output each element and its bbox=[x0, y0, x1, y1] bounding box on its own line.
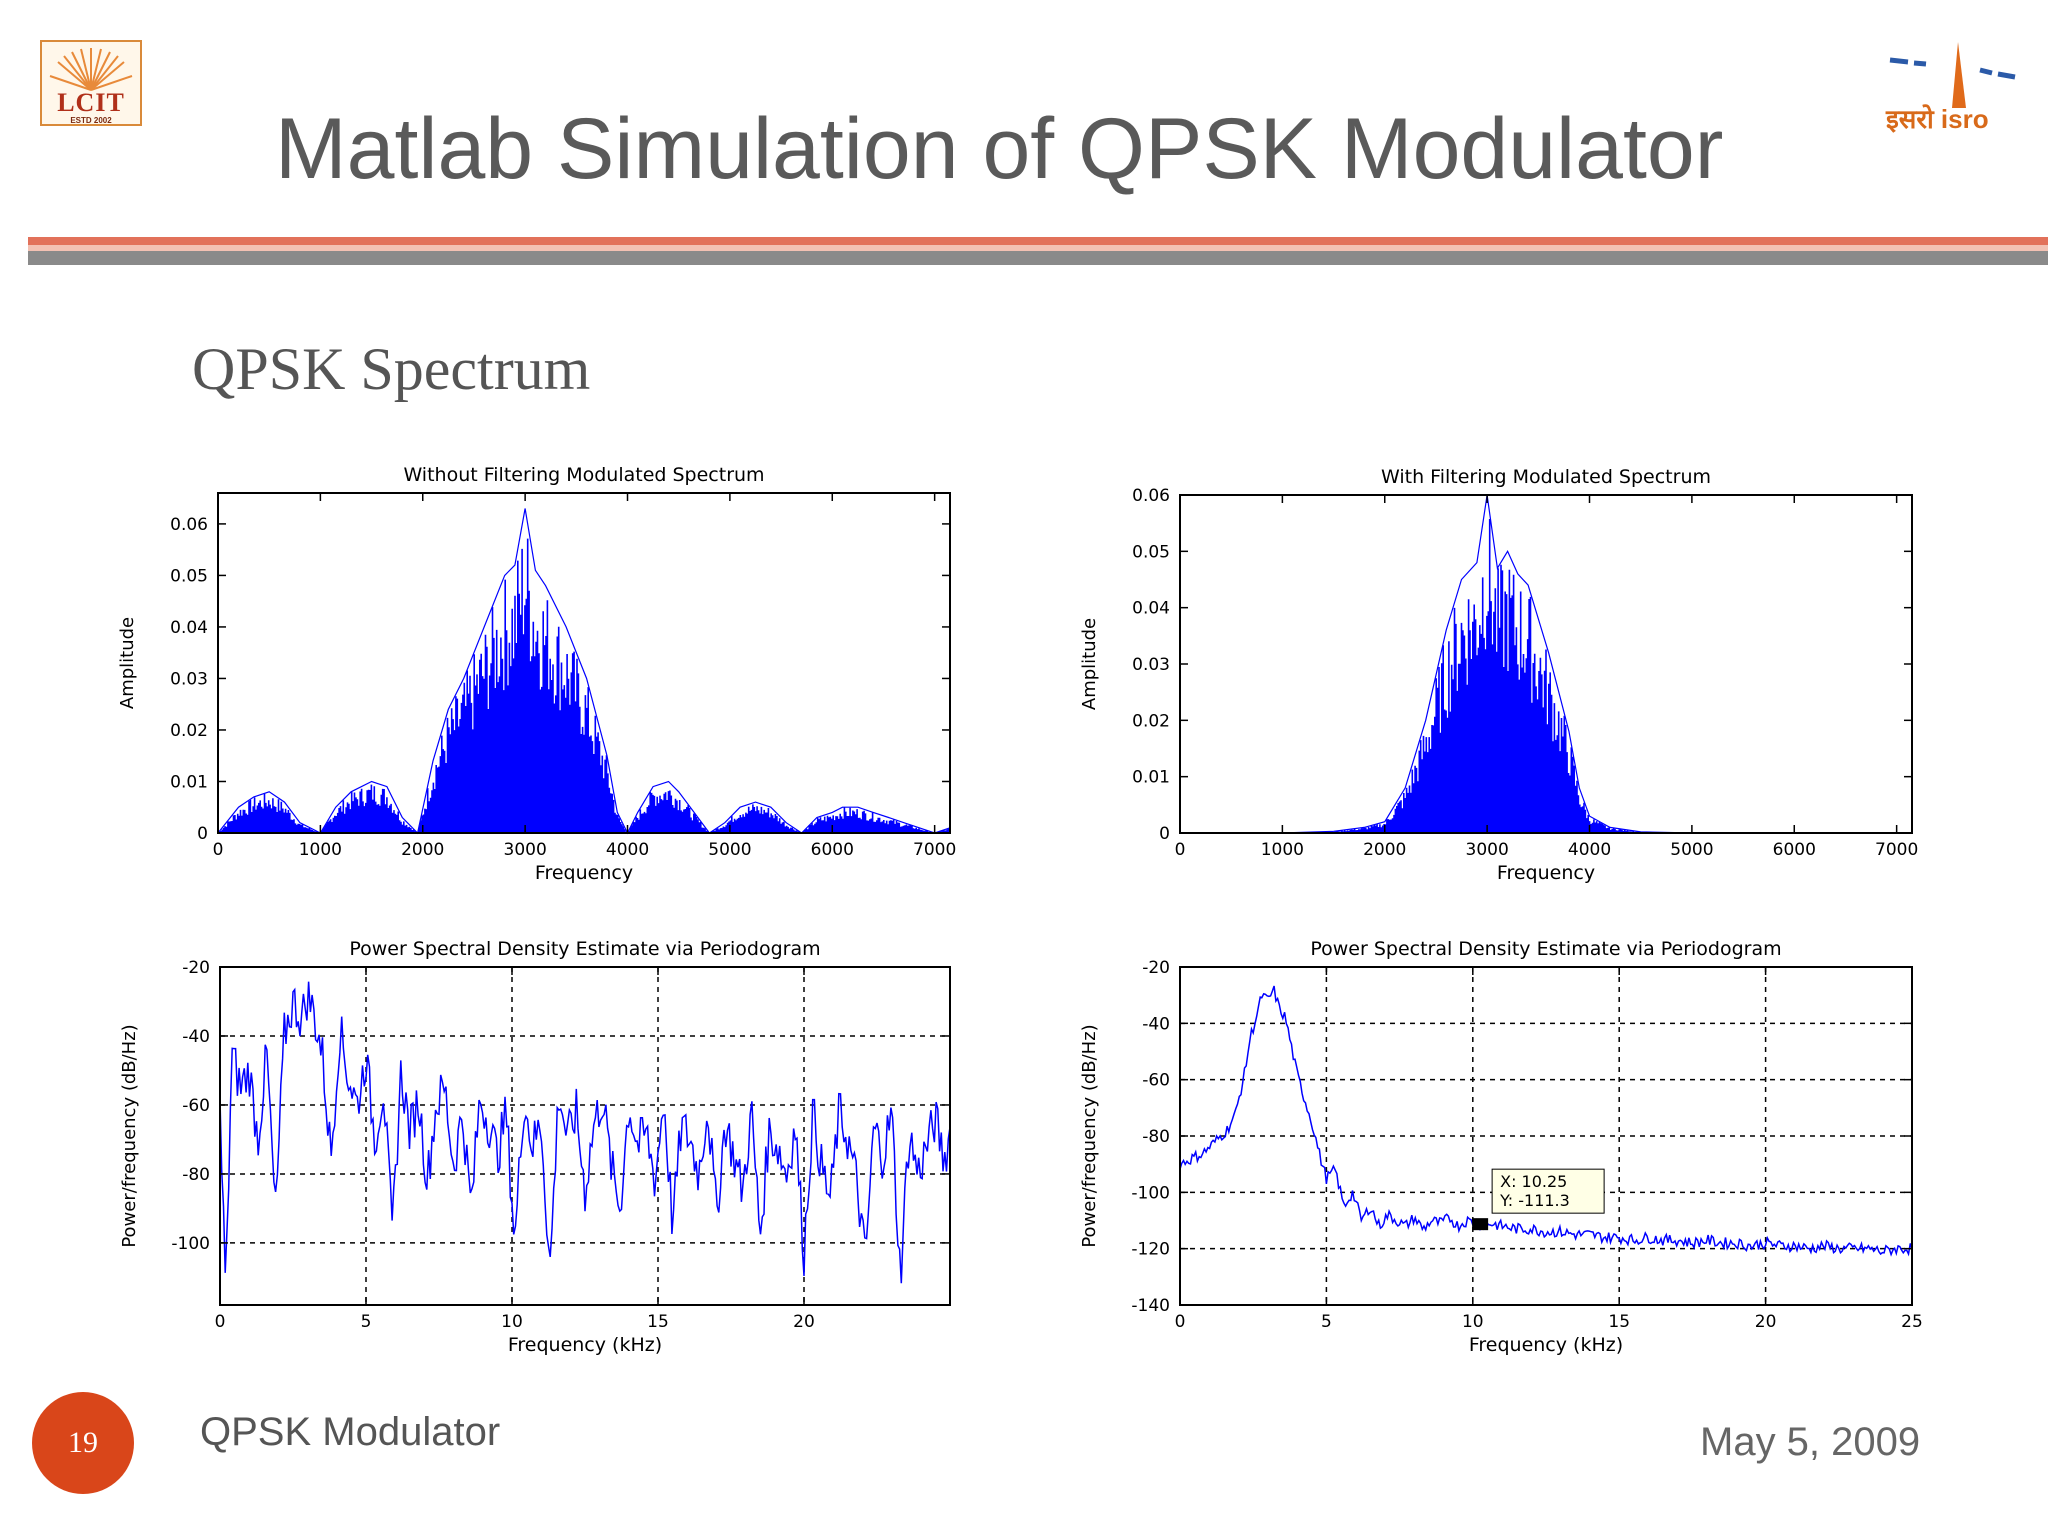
psd-trace bbox=[219, 981, 951, 1284]
y-axis-label: Amplitude bbox=[117, 617, 138, 709]
chart-title: Power Spectral Density Estimate via Peri… bbox=[1310, 938, 1781, 960]
y-tick-label: 0.04 bbox=[1132, 599, 1170, 619]
x-tick-label: 20 bbox=[1755, 1312, 1777, 1332]
x-tick-label: 2000 bbox=[401, 840, 444, 860]
x-tick-label: 6000 bbox=[811, 840, 854, 860]
x-tick-label: 1000 bbox=[299, 840, 342, 860]
y-tick-label: 0.01 bbox=[1132, 768, 1170, 788]
lcit-logo-text: LCIT bbox=[57, 88, 125, 117]
x-tick-label: 0 bbox=[215, 1312, 226, 1332]
y-tick-label: 0.06 bbox=[170, 515, 208, 535]
y-tick-label: -60 bbox=[182, 1096, 210, 1116]
y-tick-label: -80 bbox=[1142, 1127, 1170, 1147]
isro-logo-text: इसरो isro bbox=[1886, 104, 1989, 134]
plot-frame bbox=[217, 492, 951, 834]
datatip-y: Y: -111.3 bbox=[1499, 1191, 1570, 1210]
x-tick-label: 7000 bbox=[1875, 840, 1918, 860]
y-tick-label: 0.02 bbox=[1132, 711, 1170, 731]
datatip-x: X: 10.25 bbox=[1500, 1172, 1567, 1191]
plot-frame bbox=[219, 966, 951, 1306]
y-tick-label: 0 bbox=[1159, 824, 1170, 844]
x-axis-label: Frequency (kHz) bbox=[1469, 1334, 1623, 1356]
x-tick-label: 25 bbox=[1901, 1312, 1923, 1332]
y-tick-label: -80 bbox=[182, 1165, 210, 1185]
y-tick-label: -40 bbox=[1142, 1014, 1170, 1034]
footer-title: QPSK Modulator bbox=[200, 1410, 501, 1454]
x-tick-label: 5000 bbox=[708, 840, 751, 860]
x-tick-label: 5000 bbox=[1670, 840, 1713, 860]
y-axis-label: Amplitude bbox=[1079, 618, 1100, 710]
x-tick-label: 10 bbox=[501, 1312, 523, 1332]
x-axis-label: Frequency (kHz) bbox=[508, 1334, 662, 1356]
y-tick-label: -20 bbox=[182, 958, 210, 978]
y-tick-label: -100 bbox=[1131, 1183, 1170, 1203]
x-tick-label: 4000 bbox=[606, 840, 649, 860]
y-tick-label: 0.04 bbox=[170, 618, 208, 638]
x-tick-label: 3000 bbox=[1466, 840, 1509, 860]
page-number-badge: 19 bbox=[32, 1392, 134, 1494]
isro-logo: इसरो isro bbox=[1880, 40, 2030, 150]
x-tick-label: 15 bbox=[647, 1312, 669, 1332]
lcit-logo: LCIT ESTD 2002 bbox=[40, 40, 142, 126]
y-tick-label: 0.01 bbox=[170, 772, 208, 792]
x-tick-label: 4000 bbox=[1568, 840, 1611, 860]
y-axis-label: Power/frequency (dB/Hz) bbox=[119, 1024, 140, 1247]
title-rule bbox=[28, 237, 2048, 245]
x-tick-label: 2000 bbox=[1363, 840, 1406, 860]
y-tick-label: 0.05 bbox=[1132, 542, 1170, 562]
y-tick-label: -140 bbox=[1131, 1296, 1170, 1316]
x-tick-label: 0 bbox=[1175, 1312, 1186, 1332]
spectrum-envelope bbox=[217, 508, 951, 835]
title-rule-light bbox=[28, 245, 2048, 251]
y-tick-label: 0.03 bbox=[1132, 655, 1170, 675]
y-tick-label: -40 bbox=[182, 1027, 210, 1047]
section-subtitle: QPSK Spectrum bbox=[192, 336, 591, 402]
chart-title: With Filtering Modulated Spectrum bbox=[1381, 466, 1711, 488]
x-axis-label: Frequency bbox=[1497, 862, 1595, 884]
spectrum-trace bbox=[218, 538, 951, 833]
y-tick-label: -100 bbox=[171, 1234, 210, 1254]
x-tick-label: 1000 bbox=[1261, 840, 1304, 860]
x-tick-label: 20 bbox=[793, 1312, 815, 1332]
x-tick-label: 15 bbox=[1608, 1312, 1630, 1332]
y-tick-label: 0.03 bbox=[170, 669, 208, 689]
footer-date: May 5, 2009 bbox=[1700, 1420, 1921, 1464]
x-tick-label: 0 bbox=[213, 840, 224, 860]
y-tick-label: -120 bbox=[1131, 1240, 1170, 1260]
y-tick-label: -20 bbox=[1142, 958, 1170, 978]
spectrum-trace bbox=[1284, 519, 1689, 833]
x-tick-label: 7000 bbox=[913, 840, 956, 860]
x-tick-label: 5 bbox=[1321, 1312, 1332, 1332]
x-tick-label: 0 bbox=[1175, 840, 1186, 860]
spectrum-envelope bbox=[1180, 494, 1912, 834]
x-tick-label: 5 bbox=[361, 1312, 372, 1332]
title-rule-gray bbox=[28, 251, 2048, 265]
psd-trace bbox=[1179, 985, 1913, 1257]
x-axis-label: Frequency bbox=[535, 862, 633, 884]
y-tick-label: 0.05 bbox=[170, 566, 208, 586]
chart-title: Without Filtering Modulated Spectrum bbox=[403, 464, 764, 486]
slide-title: Matlab Simulation of QPSK Modulator bbox=[275, 101, 1724, 197]
y-tick-label: 0.06 bbox=[1132, 486, 1170, 506]
x-tick-label: 6000 bbox=[1773, 840, 1816, 860]
x-tick-label: 10 bbox=[1462, 1312, 1484, 1332]
y-tick-label: 0.02 bbox=[170, 721, 208, 741]
sunburst-icon bbox=[49, 48, 133, 91]
y-axis-label: Power/frequency (dB/Hz) bbox=[1079, 1024, 1100, 1247]
datatip-box bbox=[1491, 1168, 1605, 1214]
lcit-logo-estd: ESTD 2002 bbox=[70, 116, 112, 125]
y-tick-label: 0 bbox=[197, 824, 208, 844]
rocket-icon bbox=[1889, 42, 2016, 108]
chart-title: Power Spectral Density Estimate via Peri… bbox=[349, 938, 820, 960]
x-tick-label: 3000 bbox=[504, 840, 547, 860]
y-tick-label: -60 bbox=[1142, 1071, 1170, 1091]
datatip-marker bbox=[1472, 1218, 1489, 1231]
